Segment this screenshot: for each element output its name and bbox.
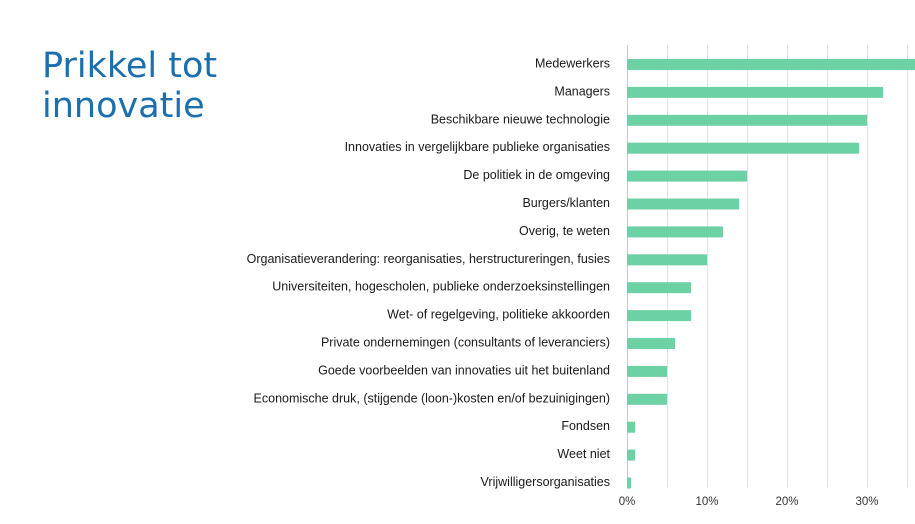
- bar: [627, 142, 859, 154]
- category-label: De politiek in de omgeving: [463, 168, 610, 182]
- bar: [627, 86, 883, 98]
- chart-bars: [627, 59, 915, 489]
- category-label: Vrijwilligersorganisaties: [481, 475, 610, 489]
- bar: [627, 310, 691, 322]
- category-label: Overig, te weten: [519, 224, 610, 238]
- category-label: Burgers/klanten: [522, 196, 610, 210]
- category-label: Fondsen: [561, 419, 610, 433]
- bar: [627, 449, 635, 461]
- bar: [627, 282, 691, 294]
- chart-x-tick-labels: 0% 10% 20% 30%: [619, 496, 879, 508]
- chart-gridlines: [627, 45, 908, 487]
- category-label: Organisatieverandering: reorganisaties, …: [247, 252, 610, 266]
- category-label: Medewerkers: [535, 57, 610, 71]
- bar: [627, 198, 739, 210]
- x-tick-label: 30%: [855, 496, 878, 508]
- category-label: Universiteiten, hogescholen, publieke on…: [272, 280, 610, 294]
- slide-title: Prikkel tot innovatie: [42, 46, 218, 126]
- category-label: Goede voorbeelden van innovaties uit het…: [318, 363, 610, 377]
- bar: [627, 226, 723, 238]
- bar: [627, 254, 707, 266]
- x-tick-label: 0%: [619, 496, 636, 508]
- bar: [627, 114, 867, 126]
- chart-category-labels: Medewerkers Managers Beschikbare nieuwe te…: [247, 57, 611, 490]
- category-label: Weet niet: [557, 447, 610, 461]
- bar: [627, 393, 667, 405]
- bar: [627, 421, 635, 433]
- bar: [627, 338, 675, 349]
- category-label: Managers: [554, 84, 610, 98]
- category-label: Innovaties in vergelijkbare publieke org…: [345, 140, 610, 154]
- category-label: Beschikbare nieuwe technologie: [431, 112, 610, 126]
- bar: [627, 170, 747, 182]
- bar: [627, 477, 631, 489]
- x-tick-label: 20%: [775, 496, 798, 508]
- bar: [627, 59, 915, 70]
- x-tick-label: 10%: [695, 496, 718, 508]
- category-label: Private ondernemingen (consultants of le…: [321, 336, 610, 350]
- category-label: Wet- of regelgeving, politieke akkoorden: [387, 308, 610, 322]
- bar: [627, 365, 667, 377]
- category-label: Economische druk, (stijgende (loon-)kost…: [254, 391, 610, 405]
